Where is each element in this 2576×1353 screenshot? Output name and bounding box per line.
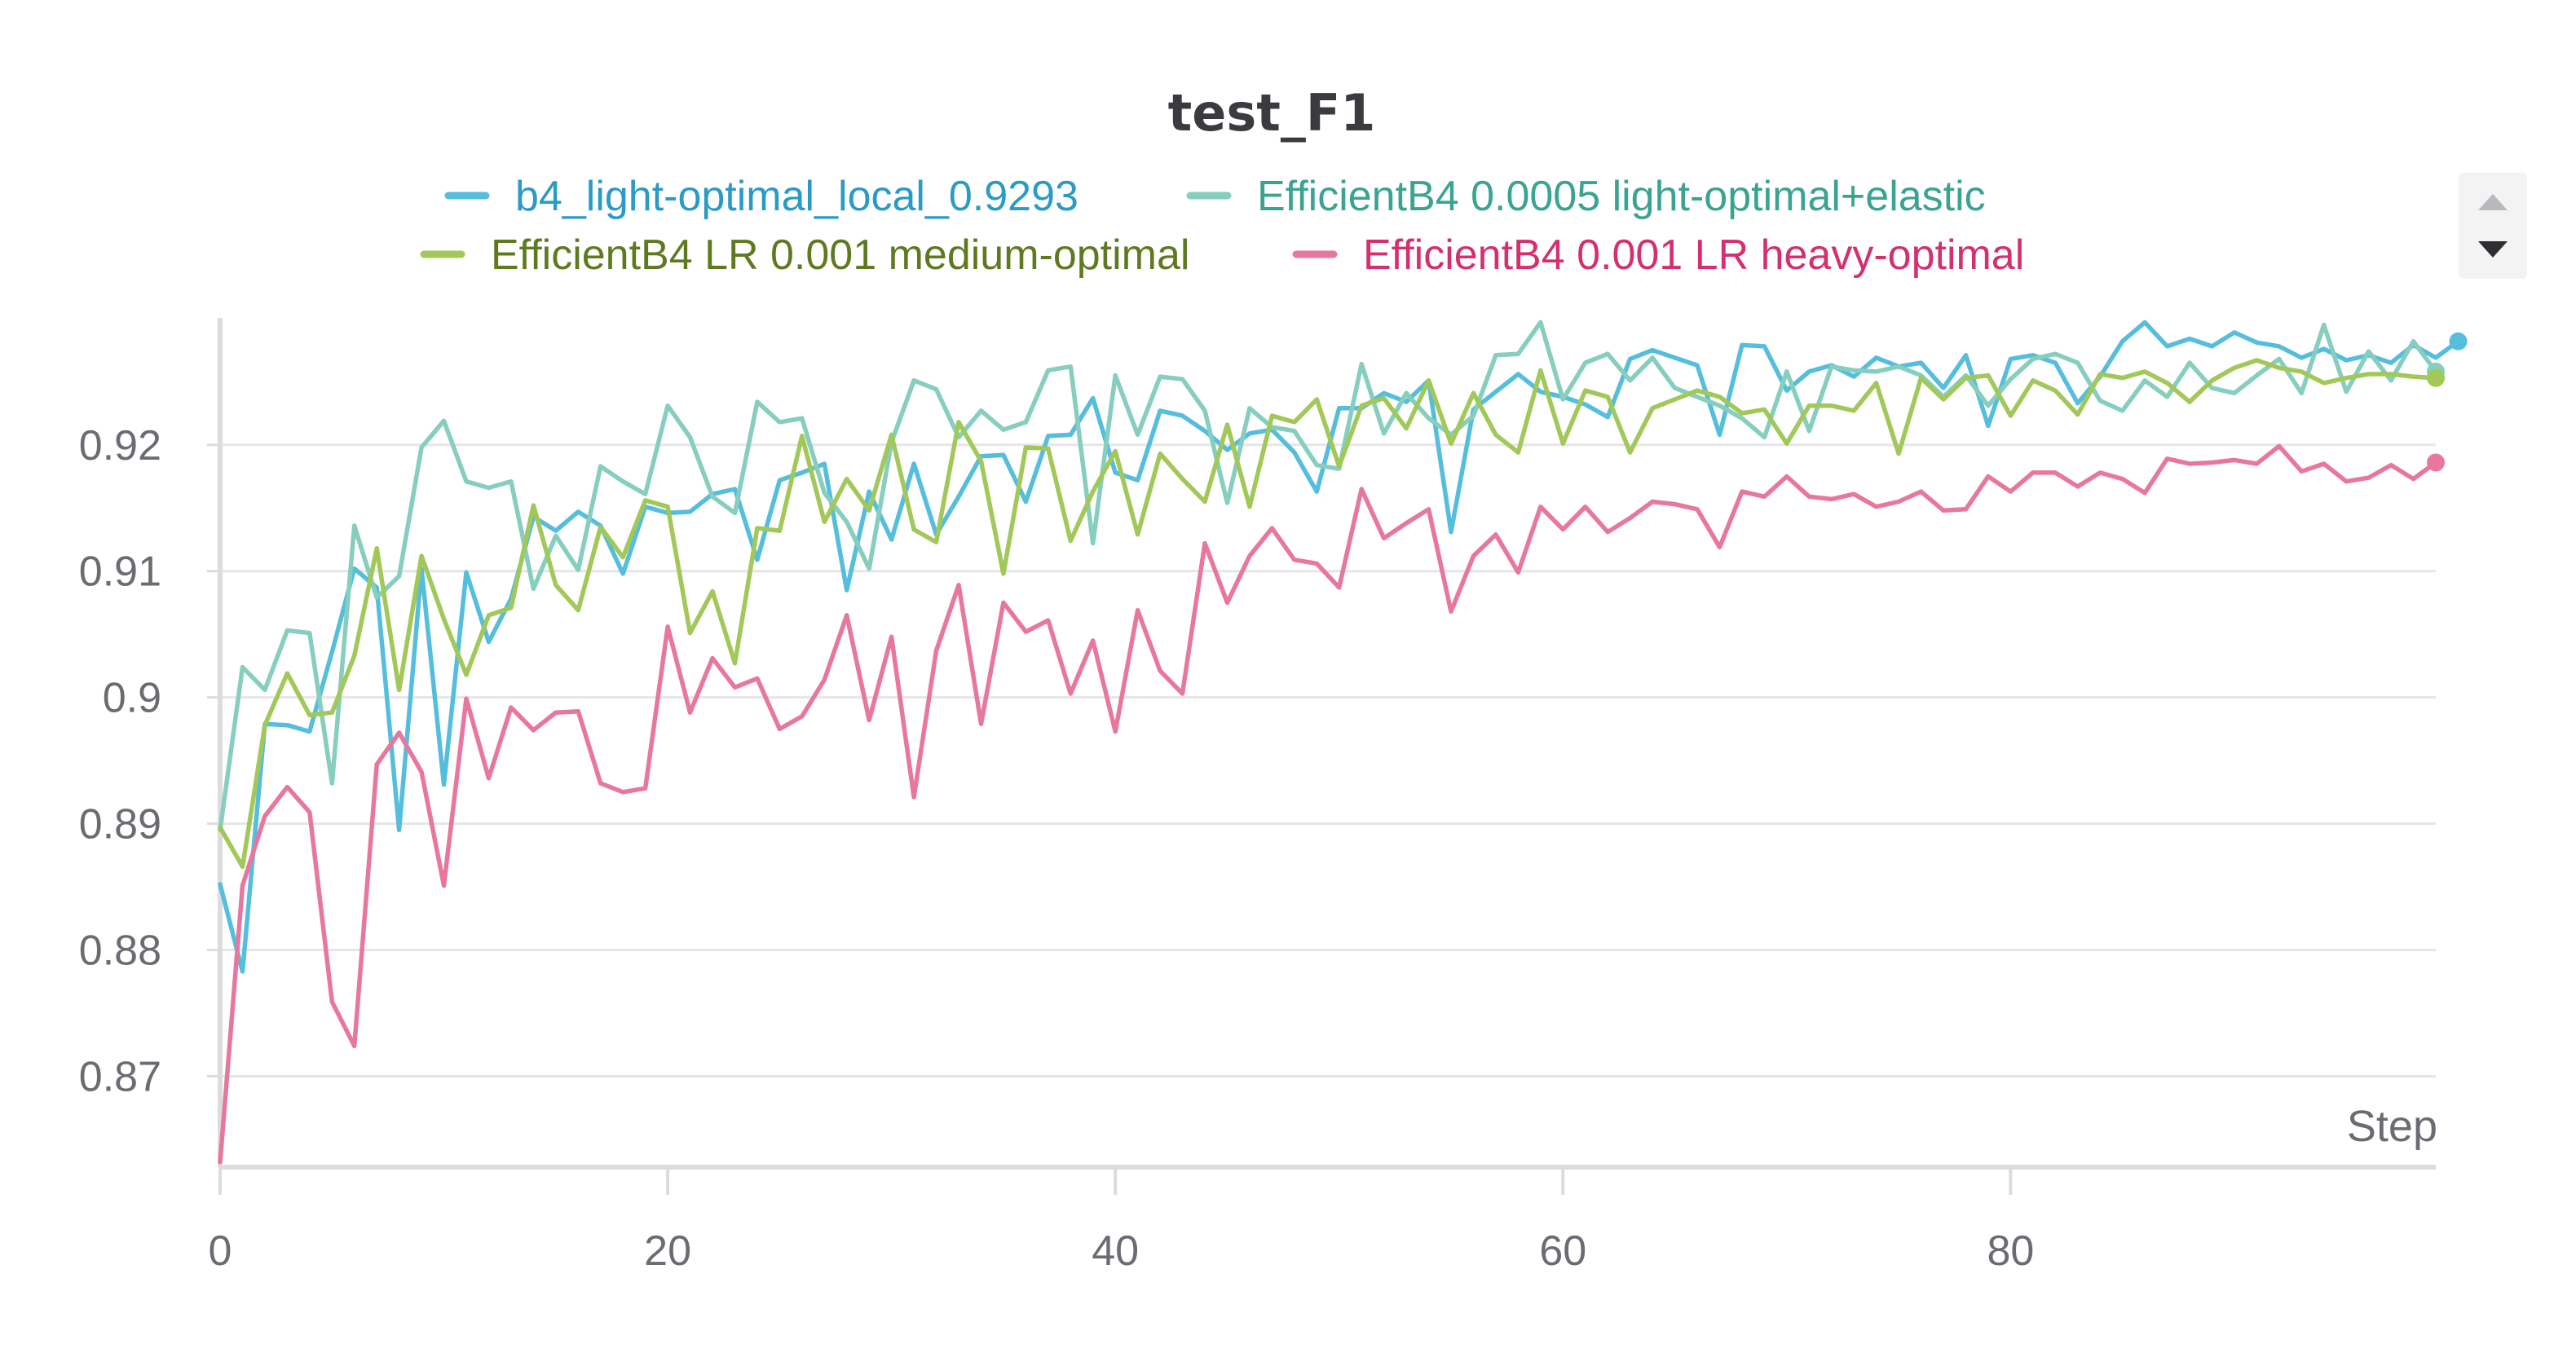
series-end-marker-2 [2427, 368, 2445, 387]
y-tick-label: 0.9 [103, 675, 161, 722]
y-tick-label: 0.92 [79, 422, 161, 469]
y-tick-label: 0.91 [79, 549, 161, 596]
axes: 0.87 0.88 0.89 0.9 0.91 0.92 0 20 40 60 80 [79, 318, 2436, 1275]
series-end-marker-0 [2449, 332, 2468, 350]
legend-scroller [2459, 173, 2527, 279]
series-lines [218, 320, 2468, 1165]
y-tick-label: 0.88 [79, 928, 161, 975]
series-end-marker-3 [2427, 453, 2445, 472]
x-tick-label: 40 [1092, 1227, 1139, 1275]
legend-label-0[interactable]: b4_light-optimal_local_0.9293 [515, 173, 1078, 220]
legend-label-3[interactable]: EfficientB4 0.001 LR heavy-optimal [1363, 231, 2024, 279]
legend-scroll-down-button[interactable] [2478, 241, 2508, 258]
series-line-1 [218, 320, 2438, 833]
series-line-2 [218, 358, 2438, 870]
legend: b4_light-optimal_local_0.9293 EfficientB4… [420, 173, 2024, 279]
legend-label-1[interactable]: EfficientB4 0.0005 light-optimal+elastic [1257, 173, 1986, 220]
x-tick-label: 80 [1987, 1227, 2034, 1275]
series-line-3 [218, 443, 2438, 1165]
x-tick-label: 60 [1539, 1227, 1586, 1275]
x-tick-label: 20 [644, 1227, 691, 1275]
x-axis-title: Step [2347, 1102, 2437, 1151]
legend-label-2[interactable]: EfficientB4 LR 0.001 medium-optimal [491, 231, 1189, 279]
y-tick-label: 0.89 [79, 801, 161, 848]
grid [220, 443, 2436, 1078]
series-line-0 [218, 320, 2461, 974]
y-tick-label: 0.87 [79, 1053, 161, 1100]
x-tick-label: 0 [209, 1227, 232, 1275]
legend-scroll-up-button[interactable] [2478, 194, 2508, 210]
chart-title: test_F1 [1168, 83, 1376, 143]
